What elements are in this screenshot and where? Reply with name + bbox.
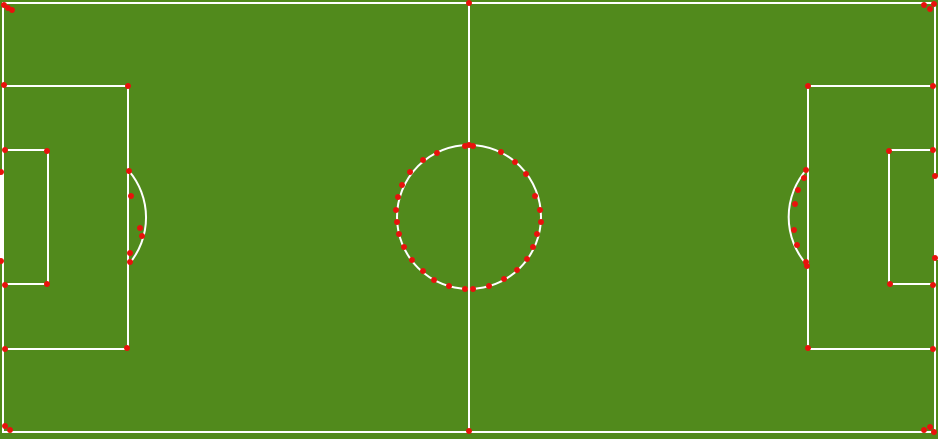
keypoint-marker [805, 345, 811, 351]
keypoint-marker [1, 82, 7, 88]
keypoint-marker [486, 283, 492, 289]
keypoint-marker [524, 256, 530, 262]
keypoint-marker [44, 281, 50, 287]
left-penalty-arc [128, 170, 147, 265]
keypoint-marker [139, 233, 145, 239]
right-goal [935, 176, 938, 260]
keypoint-marker [396, 231, 402, 237]
keypoint-marker [932, 173, 938, 179]
keypoint-marker [501, 276, 507, 282]
keypoint-marker [930, 147, 936, 153]
keypoint-marker [395, 194, 401, 200]
keypoint-marker [537, 207, 543, 213]
keypoint-marker [927, 424, 933, 430]
keypoint-marker [126, 168, 132, 174]
keypoint-marker [2, 346, 8, 352]
keypoint-marker [794, 242, 800, 248]
keypoint-marker [7, 427, 13, 433]
keypoint-marker [795, 187, 801, 193]
keypoint-marker [534, 231, 540, 237]
keypoint-marker [2, 282, 8, 288]
keypoint-marker [2, 423, 8, 429]
keypoint-marker [44, 148, 50, 154]
keypoint-marker [466, 428, 472, 434]
keypoint-marker [127, 250, 133, 256]
keypoint-marker [420, 157, 426, 163]
keypoint-marker [932, 255, 938, 261]
keypoint-marker [514, 267, 520, 273]
keypoint-marker [921, 427, 927, 433]
keypoint-marker [393, 207, 399, 213]
keypoint-marker [930, 282, 936, 288]
keypoint-marker [137, 225, 143, 231]
keypoint-marker [399, 182, 405, 188]
keypoint-marker [0, 169, 4, 175]
keypoint-marker [792, 201, 798, 207]
keypoint-marker [420, 268, 426, 274]
keypoint-marker [498, 149, 504, 155]
keypoint-marker [446, 283, 452, 289]
keypoint-marker [0, 258, 4, 264]
keypoint-marker [125, 83, 131, 89]
keypoint-marker [470, 143, 476, 149]
keypoint-marker [523, 171, 529, 177]
keypoint-marker [805, 83, 811, 89]
keypoint-marker [434, 150, 440, 156]
keypoint-marker [394, 219, 400, 225]
keypoint-marker [407, 169, 413, 175]
keypoint-marker [462, 286, 468, 292]
right-penalty-arc [787, 168, 808, 266]
keypoint-marker [927, 6, 933, 12]
keypoint-marker [931, 1, 937, 7]
keypoint-marker [512, 159, 518, 165]
keypoint-marker [2, 147, 8, 153]
keypoint-marker [409, 257, 415, 263]
keypoint-marker [801, 175, 807, 181]
keypoint-marker [470, 286, 476, 292]
keypoint-marker [466, 0, 472, 6]
keypoint-marker [803, 167, 809, 173]
keypoint-marker [921, 2, 927, 8]
keypoint-marker [887, 281, 893, 287]
keypoint-marker [124, 345, 130, 351]
keypoint-marker [530, 244, 536, 250]
keypoint-marker [930, 346, 936, 352]
keypoint-marker [127, 259, 133, 265]
keypoint-marker [538, 219, 544, 225]
keypoint-marker [431, 277, 437, 283]
keypoint-marker [9, 7, 15, 13]
keypoint-marker [804, 263, 810, 269]
keypoint-marker [401, 244, 407, 250]
keypoint-marker [791, 227, 797, 233]
keypoint-marker [128, 193, 134, 199]
left-goal [0, 170, 3, 262]
keypoint-marker [532, 193, 538, 199]
keypoint-marker [930, 83, 936, 89]
keypoint-marker [931, 429, 937, 435]
keypoint-marker [886, 148, 892, 154]
